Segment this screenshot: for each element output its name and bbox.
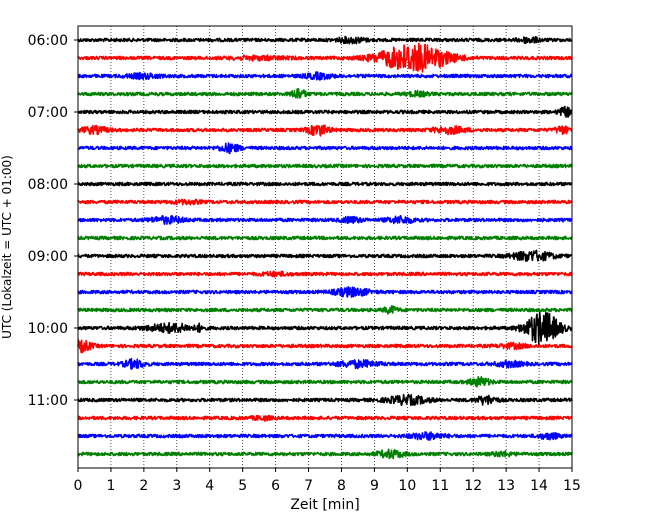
x-tick-label-0: 0 — [74, 478, 83, 494]
trace-0615 — [77, 42, 573, 73]
x-tick-label-9: 9 — [370, 478, 379, 494]
trace-0900 — [77, 249, 573, 262]
x-tick-label-10: 10 — [398, 478, 416, 494]
x-tick-label-8: 8 — [337, 478, 346, 494]
trace-0845 — [77, 235, 573, 241]
x-tick-label-15: 15 — [563, 478, 581, 494]
trace-0800 — [77, 181, 573, 187]
trace-1015 — [77, 339, 573, 354]
x-tick-label-3: 3 — [172, 478, 181, 494]
y-tick-label-1000: 10:00 — [28, 321, 68, 337]
y-tick-label-0900: 09:00 — [28, 249, 68, 265]
trace-0700 — [77, 105, 573, 118]
y-tick-label-0700: 07:00 — [28, 105, 68, 121]
x-tick-label-2: 2 — [139, 478, 148, 494]
x-tick-label-11: 11 — [431, 478, 449, 494]
trace-0930 — [77, 286, 573, 298]
x-tick-label-5: 5 — [238, 478, 247, 494]
trace-0630 — [77, 71, 573, 81]
x-tick-label-7: 7 — [304, 478, 313, 494]
trace-1045 — [77, 376, 573, 388]
trace-0830 — [77, 214, 573, 225]
axes-layer: 0 1 2 3 4 5 6 7 8 9 10 11 12 13 14 1506:0007:0008:0009:… — [28, 25, 581, 494]
trace-0645 — [77, 88, 573, 99]
x-tick-label-13: 13 — [497, 478, 515, 494]
trace-1100 — [77, 393, 573, 406]
x-tick-label-12: 12 — [464, 478, 482, 494]
y-tick-label-1100: 11:00 — [28, 393, 68, 409]
y-axis-label: UTC (Lokalzeit = UTC + 01:00) — [0, 155, 14, 339]
trace-layer — [77, 35, 573, 460]
trace-1030 — [77, 357, 573, 370]
trace-0600 — [77, 35, 573, 45]
trace-0815 — [77, 198, 573, 206]
x-axis-label: Zeit [min] — [290, 497, 359, 513]
trace-1000 — [77, 311, 573, 346]
plot-frame — [77, 25, 573, 469]
x-tick-label-14: 14 — [530, 478, 548, 494]
y-tick-label-0800: 08:00 — [28, 177, 68, 193]
trace-0730 — [77, 142, 573, 155]
trace-0715 — [77, 124, 573, 137]
x-tick-label-1: 1 — [106, 478, 115, 494]
trace-0745 — [77, 163, 573, 169]
y-tick-label-0600: 06:00 — [28, 33, 68, 49]
x-tick-label-4: 4 — [205, 478, 214, 494]
trace-0945 — [77, 304, 573, 315]
trace-1130 — [77, 431, 573, 441]
x-tick-label-6: 6 — [271, 478, 280, 494]
trace-1145 — [77, 448, 573, 460]
trace-0915 — [77, 270, 573, 278]
trace-1115 — [77, 414, 573, 422]
